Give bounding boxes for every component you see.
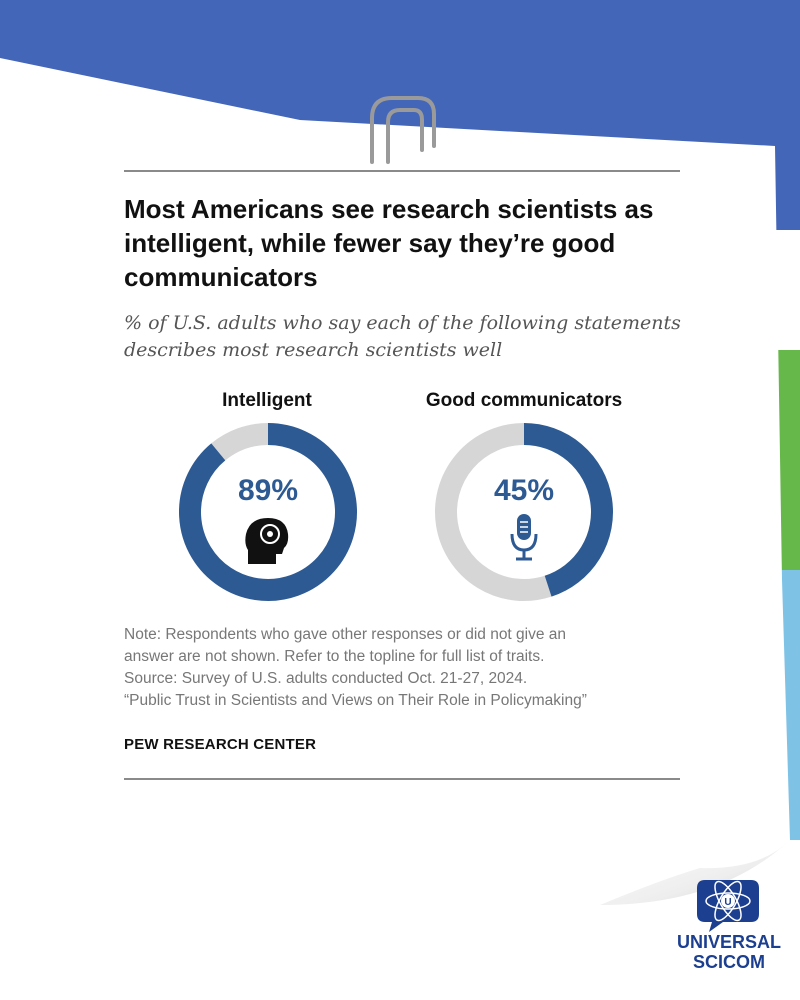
donut-good-communicators	[435, 423, 613, 601]
value-label-good-communicators: 45%	[494, 474, 554, 507]
note-line-3: Source: Survey of U.S. adults conducted …	[124, 670, 528, 687]
source-organization: PEW RESEARCH CENTER	[124, 736, 317, 753]
microphone-icon	[510, 514, 538, 561]
chart-subtitle: % of U.S. adults who say each of the fol…	[124, 312, 681, 361]
label-intelligent: Intelligent	[222, 390, 312, 411]
note-line-4: “Public Trust in Scientists and Views on…	[124, 692, 587, 709]
logo-line-2: SCICOM	[693, 952, 765, 972]
donut-intelligent	[179, 423, 357, 601]
note-line-2: answer are not shown. Refer to the topli…	[124, 648, 545, 665]
svg-text:U: U	[724, 897, 731, 908]
donut-remaining-segment	[211, 423, 269, 461]
donut-value-segment	[523, 423, 613, 597]
universal-scicom-logo-text: UNIVERSAL SCICOM	[664, 932, 794, 972]
value-label-intelligent: 89%	[238, 474, 298, 507]
label-good-communicators: Good communicators	[425, 390, 623, 411]
paperclip-icon	[370, 96, 436, 164]
chart-title: Most Americans see research scientists a…	[124, 194, 654, 292]
head-icon	[245, 518, 289, 564]
bottom-rule	[124, 778, 680, 780]
universal-scicom-logo-icon: U	[697, 880, 759, 932]
note-line-1: Note: Respondents who gave other respons…	[124, 626, 567, 643]
donut-remaining-segment	[435, 423, 552, 601]
chart-note: Note: Respondents who gave other respons…	[124, 624, 684, 712]
logo-line-1: UNIVERSAL	[676, 932, 781, 952]
donut-value-segment	[179, 423, 357, 601]
top-rule	[124, 170, 680, 172]
